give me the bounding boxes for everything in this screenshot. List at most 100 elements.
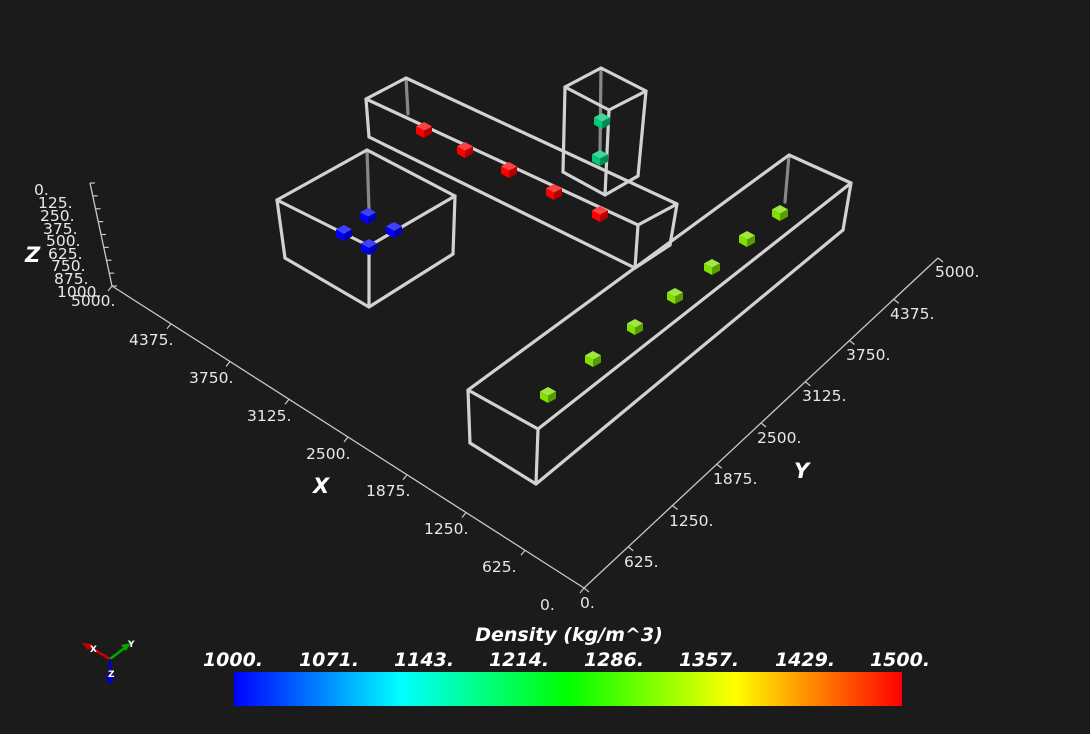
cube-face bbox=[336, 225, 352, 234]
box-blue-block[interactable] bbox=[275, 148, 457, 309]
triad-y-axis bbox=[109, 646, 127, 660]
cube-face bbox=[747, 235, 755, 247]
density-cube[interactable] bbox=[336, 225, 352, 241]
cube-face bbox=[592, 154, 600, 166]
density-cube[interactable] bbox=[592, 206, 608, 222]
cube-face bbox=[457, 142, 473, 151]
tick-mark bbox=[402, 474, 408, 481]
density-cube[interactable] bbox=[386, 222, 402, 238]
density-cube[interactable] bbox=[501, 162, 517, 178]
triad-y-label: Y bbox=[127, 640, 135, 650]
cube-face bbox=[739, 231, 755, 240]
cube-face bbox=[501, 162, 517, 171]
z-tick-label: 750. bbox=[51, 257, 86, 275]
cube-face bbox=[457, 146, 465, 158]
cube-face bbox=[585, 351, 601, 360]
box-teal-block[interactable] bbox=[561, 66, 648, 197]
cube-face bbox=[360, 212, 368, 224]
density-cube[interactable] bbox=[704, 259, 720, 275]
cube-face bbox=[416, 122, 432, 131]
cube-face bbox=[592, 206, 608, 215]
cube-face bbox=[739, 235, 747, 247]
x-axis-ticks: 0. 625. 1250. 1875. 2500. 3125. 3750. 43… bbox=[71, 292, 555, 614]
colorbar-label: 1143. bbox=[394, 649, 454, 671]
cube-face bbox=[509, 166, 517, 178]
cube-face bbox=[602, 117, 610, 129]
z-axis-title: Z bbox=[24, 243, 41, 267]
cube-face bbox=[585, 355, 593, 367]
density-cube[interactable] bbox=[772, 205, 788, 221]
cube-face bbox=[600, 210, 608, 222]
z-tick-label: 500. bbox=[46, 232, 81, 250]
density-cube[interactable] bbox=[739, 231, 755, 247]
box-green-block[interactable] bbox=[466, 153, 853, 486]
density-cube[interactable] bbox=[540, 387, 556, 403]
colorbar-label: 1071. bbox=[299, 649, 359, 671]
tick-mark bbox=[284, 398, 290, 405]
tick-mark bbox=[937, 257, 944, 263]
cube-face bbox=[394, 226, 402, 238]
cube-face bbox=[501, 166, 509, 178]
cube-face bbox=[594, 113, 610, 122]
density-cube[interactable] bbox=[627, 319, 643, 335]
tick-mark bbox=[520, 549, 526, 556]
cube-face bbox=[368, 212, 376, 224]
colorbar-label: 1357. bbox=[679, 649, 739, 671]
y-tick-label: 4375. bbox=[890, 305, 934, 323]
tick-mark bbox=[461, 512, 467, 518]
triad-z-label: Z bbox=[108, 670, 115, 680]
cube-face bbox=[361, 243, 369, 255]
density-cube[interactable] bbox=[360, 208, 376, 224]
cube-face bbox=[369, 243, 377, 255]
tick-mark bbox=[893, 298, 900, 304]
tick-mark bbox=[107, 285, 113, 292]
cube-face bbox=[780, 209, 788, 221]
x-tick-label: 0. bbox=[540, 596, 555, 614]
density-cube[interactable] bbox=[546, 184, 562, 200]
y-tick-label: 3125. bbox=[802, 387, 846, 405]
cube-face bbox=[712, 263, 720, 275]
y-tick-label: 5000. bbox=[935, 263, 979, 281]
density-cube[interactable] bbox=[361, 239, 377, 255]
tick-mark bbox=[672, 505, 678, 510]
cube-face bbox=[540, 391, 548, 403]
y-tick-label: 625. bbox=[624, 553, 659, 571]
y-tick-label: 2500. bbox=[757, 429, 801, 447]
cube-face bbox=[704, 259, 720, 268]
x-tick-label: 1250. bbox=[424, 520, 468, 538]
triad-x-label: X bbox=[90, 645, 97, 655]
density-cube[interactable] bbox=[457, 142, 473, 158]
cube-face bbox=[772, 205, 788, 214]
cube-face bbox=[465, 146, 473, 158]
density-cube[interactable] bbox=[416, 122, 432, 138]
density-cube[interactable] bbox=[585, 351, 601, 367]
z-tick-label: 1000. bbox=[57, 283, 101, 301]
cube-face bbox=[592, 210, 600, 222]
density-cube[interactable] bbox=[592, 150, 608, 166]
tick-mark bbox=[225, 361, 231, 367]
density-cubes[interactable] bbox=[336, 113, 788, 403]
density-cube[interactable] bbox=[667, 288, 683, 304]
cube-face bbox=[627, 323, 635, 335]
z-tick-label: 250. bbox=[40, 207, 75, 225]
tick-mark bbox=[716, 463, 723, 469]
y-axis-ticks: 0. 625. 1250. 1875. 2500. 3125. 3750. 43… bbox=[580, 263, 979, 612]
y-axis-title: Y bbox=[794, 459, 811, 483]
orientation-triad[interactable]: X Y Z bbox=[82, 640, 135, 685]
cube-face bbox=[592, 150, 608, 159]
x-tick-label: 5000. bbox=[71, 292, 115, 310]
z-tick-label: 375. bbox=[43, 220, 78, 238]
x-tick-label: 1875. bbox=[366, 482, 410, 500]
z-tick-label: 625. bbox=[48, 245, 83, 263]
cube-face bbox=[554, 188, 562, 200]
colorbar-label: 1000. bbox=[203, 649, 263, 671]
tick-mark bbox=[760, 422, 767, 428]
cube-face bbox=[344, 229, 352, 241]
x-tick-label: 3125. bbox=[247, 407, 291, 425]
density-cube[interactable] bbox=[594, 113, 610, 129]
cube-face bbox=[416, 126, 424, 138]
cube-face bbox=[540, 387, 556, 396]
colorbar-label: 1500. bbox=[870, 649, 930, 671]
cube-face bbox=[386, 226, 394, 238]
